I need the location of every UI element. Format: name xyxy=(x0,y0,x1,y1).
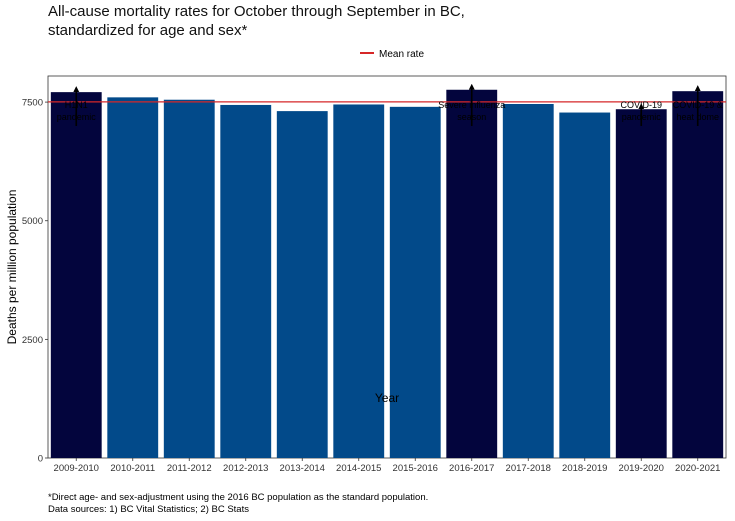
footnotes: *Direct age- and sex-adjustment using th… xyxy=(48,492,428,516)
bar-2019-2020 xyxy=(615,109,667,458)
bar-2015-2016 xyxy=(389,106,441,458)
x-axis-title: Year xyxy=(375,391,399,405)
x-tick-label: 2020-2021 xyxy=(675,463,720,474)
y-axis-title: Deaths per million population xyxy=(5,190,19,345)
chart-title-line-1: All-cause mortality rates for October th… xyxy=(48,3,465,20)
x-tick-label: 2011-2012 xyxy=(167,463,212,474)
bar-2011-2012 xyxy=(163,99,215,458)
bar-2017-2018 xyxy=(502,103,554,459)
bar-2013-2014 xyxy=(276,111,328,458)
bar-2014-2015 xyxy=(333,104,385,458)
y-tick-label: 5000 xyxy=(22,216,43,227)
x-tick-label: 2013-2014 xyxy=(280,463,325,474)
y-tick-label: 7500 xyxy=(22,98,43,109)
bars xyxy=(50,89,724,459)
footnote-adjustment: *Direct age- and sex-adjustment using th… xyxy=(48,492,429,503)
bar-2012-2013 xyxy=(220,104,272,458)
legend: Mean rate xyxy=(360,49,424,60)
bar-2020-2021 xyxy=(672,91,724,459)
x-tick-label: 2010-2011 xyxy=(110,463,155,474)
footnote-sources: Data sources: 1) BC Vital Statistics; 2)… xyxy=(48,504,249,515)
bar-2018-2019 xyxy=(559,112,611,459)
x-tick-label: 2015-2016 xyxy=(393,463,438,474)
bar-2009-2010 xyxy=(50,92,102,459)
x-tick-label: 2014-2015 xyxy=(336,463,381,474)
x-tick-label: 2019-2020 xyxy=(619,463,664,474)
y-tick-label: 2500 xyxy=(22,335,43,346)
x-tick-label: 2012-2013 xyxy=(223,463,268,474)
x-axis: 2009-2010 2010-2011 2011-2012 2012-2013 2013… xyxy=(54,458,720,474)
plot-panel xyxy=(47,75,727,459)
x-tick-label: 2018-2019 xyxy=(562,463,607,474)
bar-2010-2011 xyxy=(107,97,159,458)
chart-title: All-cause mortality rates for October th… xyxy=(48,2,465,40)
y-tick-label: 0 xyxy=(38,454,43,465)
x-tick-label: 2016-2017 xyxy=(449,463,494,474)
legend-mean-label: Mean rate xyxy=(379,49,424,60)
annotations: H1N1pandemicSevere influenzaseasonCOVID-… xyxy=(57,83,723,126)
y-axis: 0 2500 5000 7500 xyxy=(22,98,48,465)
bar-2016-2017 xyxy=(446,89,498,459)
x-tick-label: 2009-2010 xyxy=(54,463,99,474)
x-tick-label: 2017-2018 xyxy=(506,463,551,474)
chart-title-line-2: standardized for age and sex* xyxy=(48,22,248,39)
